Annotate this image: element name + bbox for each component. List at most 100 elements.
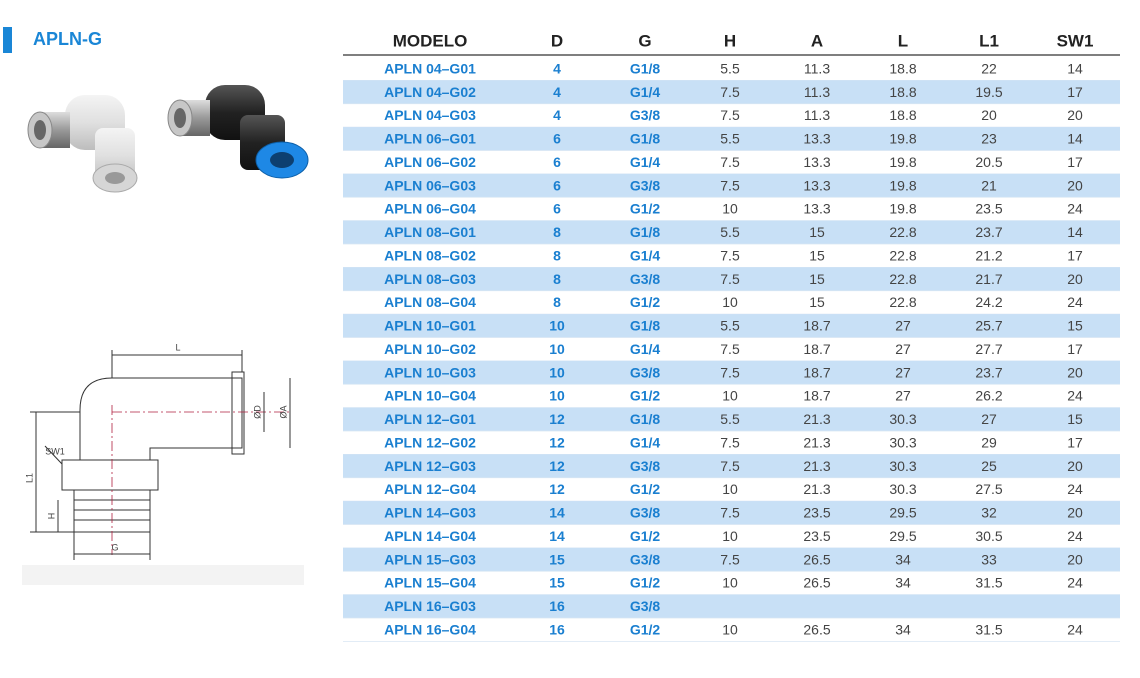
cell: 4	[553, 84, 561, 100]
cell: 5.5	[720, 318, 740, 334]
title-bar	[3, 27, 12, 53]
cell: 30.3	[889, 434, 916, 450]
row-band	[343, 407, 1120, 431]
cell: 19.8	[889, 201, 916, 217]
cell: APLN 16–G03	[384, 598, 476, 614]
cell: 10	[722, 575, 738, 591]
cell: 21.3	[803, 481, 830, 497]
cell: G1/8	[630, 318, 661, 334]
cell: 26.5	[803, 621, 830, 637]
cell: 22.8	[889, 271, 916, 287]
cell: 15	[1067, 318, 1083, 334]
cell: 23.5	[803, 528, 830, 544]
black-fitting-photo	[167, 85, 309, 179]
cell: APLN 08–G01	[384, 224, 476, 240]
cell: 7.5	[720, 271, 740, 287]
cell: APLN 10–G04	[384, 388, 476, 404]
column-header: G	[638, 31, 651, 50]
cell: 21.3	[803, 411, 830, 427]
cell: 18.7	[803, 341, 830, 357]
cell: 7.5	[720, 505, 740, 521]
cell: 30.3	[889, 481, 916, 497]
cell: 27	[981, 411, 997, 427]
cell: 18.8	[889, 84, 916, 100]
cell: 26.5	[803, 575, 830, 591]
cell: 30.5	[975, 528, 1002, 544]
cell: 15	[809, 294, 825, 310]
cell: 31.5	[975, 575, 1002, 591]
cell: APLN 15–G03	[384, 551, 476, 567]
cell: 29.5	[889, 528, 916, 544]
cell: 8	[553, 294, 561, 310]
cell: 23.7	[975, 224, 1002, 240]
cell: G1/8	[630, 411, 661, 427]
cell: 19.8	[889, 131, 916, 147]
cell: 26.5	[803, 551, 830, 567]
cell: 18.8	[889, 107, 916, 123]
cell: G1/2	[630, 528, 661, 544]
cell: APLN 10–G02	[384, 341, 476, 357]
cell: G1/8	[630, 60, 661, 76]
cell: APLN 08–G02	[384, 247, 476, 263]
cell: 25.7	[975, 318, 1002, 334]
cell: 15	[809, 224, 825, 240]
cell: 10	[722, 294, 738, 310]
cell: 6	[553, 154, 561, 170]
row-band	[343, 173, 1120, 198]
cell: 23.7	[975, 364, 1002, 380]
dim-label: L	[175, 342, 180, 352]
cell: 15	[809, 271, 825, 287]
cell: 27	[895, 364, 911, 380]
cell: 12	[549, 458, 565, 474]
dim-label: ØA	[278, 405, 288, 418]
cell: 29.5	[889, 505, 916, 521]
cell: G1/2	[630, 481, 661, 497]
cell: APLN 04–G01	[384, 60, 476, 76]
cell: G1/4	[630, 341, 661, 357]
cell: 24	[1067, 388, 1083, 404]
row-band	[343, 360, 1120, 385]
cell: 20	[1067, 177, 1083, 193]
cell: 20	[1067, 505, 1083, 521]
cell: 14	[549, 528, 565, 544]
cell: 15	[549, 551, 565, 567]
cell: 7.5	[720, 154, 740, 170]
cell: 11.3	[804, 84, 830, 100]
cell: 4	[553, 60, 561, 76]
cell: 23	[981, 131, 997, 147]
cell: G3/8	[630, 364, 661, 380]
cell: APLN 06–G01	[384, 131, 476, 147]
cell: APLN 10–G03	[384, 364, 476, 380]
cell: 7.5	[720, 434, 740, 450]
row-band	[343, 501, 1120, 525]
cell: 17	[1067, 434, 1083, 450]
row-band	[343, 267, 1120, 291]
cell: G3/8	[630, 551, 661, 567]
cell: APLN 15–G04	[384, 575, 476, 591]
cell: 20	[1067, 551, 1083, 567]
cell: 27.7	[975, 341, 1002, 357]
cell: 13.3	[803, 201, 830, 217]
spec-table: MODELO D G H A L L1 SW1 APLN 04–G01 4 G1/8 5.5 11.3 1…	[343, 31, 1120, 642]
cell: 24	[1067, 481, 1083, 497]
row-band	[343, 454, 1120, 478]
cell: 18.8	[889, 60, 916, 76]
cell: 34	[895, 551, 911, 567]
cell: 20.5	[975, 154, 1002, 170]
cell: 25	[981, 458, 997, 474]
cell: G1/8	[630, 131, 661, 147]
column-header: D	[551, 31, 563, 50]
cell: 27	[895, 388, 911, 404]
cell: 27.5	[975, 481, 1002, 497]
cell: 20	[1067, 107, 1083, 123]
product-title: APLN-G	[33, 29, 102, 49]
cell: 11.3	[804, 107, 830, 123]
cell: APLN 04–G03	[384, 107, 476, 123]
cell: 8	[553, 224, 561, 240]
cell: G1/2	[630, 201, 661, 217]
dim-label: ØD	[252, 405, 262, 419]
cell: APLN 08–G03	[384, 271, 476, 287]
cell: 10	[549, 364, 565, 380]
cell: 14	[1067, 60, 1083, 76]
